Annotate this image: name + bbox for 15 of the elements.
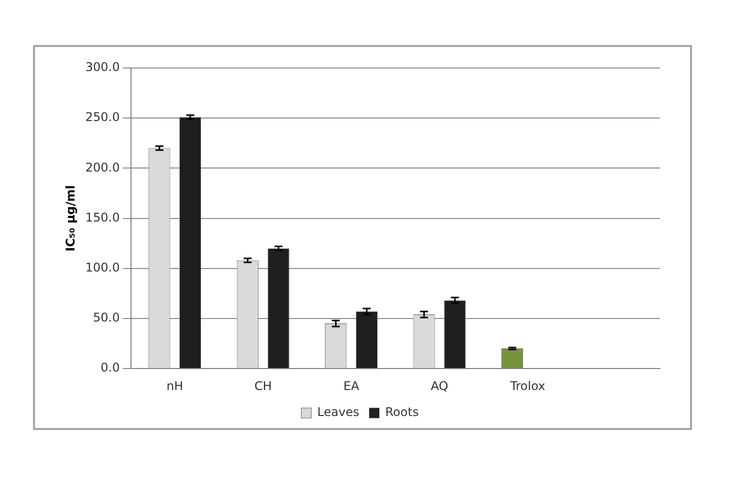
legend-label: Roots [385, 405, 419, 420]
x-tick-label: Trolox [509, 378, 546, 393]
x-tick-label: EA [343, 378, 360, 393]
y-tick-label: 0.0 [100, 360, 120, 375]
y-tick-label: 150.0 [85, 210, 120, 224]
y-tick-label: 50.0 [93, 310, 120, 325]
y-tick-label: 200.0 [85, 160, 120, 174]
x-tick-label: CH [254, 378, 272, 393]
legend-label: Leaves [317, 405, 360, 420]
y-tick-label: 250.0 [85, 110, 120, 124]
x-tick-label: AQ [430, 378, 448, 393]
x-tick-label: nH [166, 378, 184, 393]
y-axis-title: IC₅₀ µg/ml [63, 185, 78, 252]
y-tick-label: 300.0 [85, 60, 120, 74]
y-tick-label: 100.0 [85, 260, 120, 275]
